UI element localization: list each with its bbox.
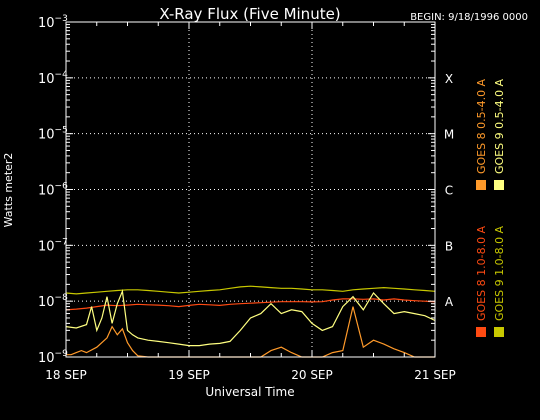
y-tick-base: 10	[38, 351, 55, 366]
legend-label: GOES 8 1.0-8.0 A	[475, 225, 488, 321]
y-tick-exponent: −8	[55, 293, 69, 303]
series-line-3	[65, 285, 436, 295]
y-tick-exponent: −6	[55, 182, 69, 192]
y-axis-label: Watts meter2	[2, 153, 15, 228]
legend-label: GOES 9 0.5-4.0 A	[493, 78, 506, 174]
legend-label: GOES 8 0.5-4.0 A	[475, 78, 488, 174]
y-tick-base: 10	[38, 72, 55, 87]
legend-swatch	[494, 180, 504, 190]
legend-label: GOES 9 1.0-8.0 A	[493, 225, 506, 321]
legend-swatch	[476, 327, 486, 337]
flare-class-label: A	[445, 295, 454, 309]
y-tick-label: 10−8	[38, 293, 68, 310]
flare-class-label: X	[445, 72, 453, 86]
legend-swatch	[494, 327, 504, 337]
x-tick-label: 20 SEP	[291, 368, 333, 382]
y-tick-label: 10−4	[38, 70, 68, 87]
x-tick-label: 19 SEP	[168, 368, 210, 382]
x-tick-label: 18 SEP	[45, 368, 87, 382]
grid-lines	[66, 22, 435, 357]
y-tick-base: 10	[38, 184, 55, 199]
y-tick-base: 10	[38, 16, 55, 31]
y-tick-base: 10	[38, 128, 55, 143]
y-tick-exponent: −9	[55, 349, 69, 359]
y-tick-exponent: −3	[55, 14, 68, 24]
y-tick-label: 10−3	[38, 14, 68, 31]
chart-title: X-Ray Flux (Five Minute)	[159, 5, 340, 23]
series-line-1	[65, 298, 436, 311]
legend-swatch	[476, 180, 486, 190]
y-tick-exponent: −7	[55, 237, 68, 247]
flare-class-label: C	[445, 184, 453, 198]
x-tick-label: 21 SEP	[414, 368, 456, 382]
y-tick-exponent: −5	[55, 126, 68, 136]
series-line-4	[65, 288, 436, 347]
y-tick-label: 10−7	[38, 237, 68, 254]
y-tick-label: 10−5	[38, 126, 68, 143]
legend: GOES 8 1.0-8.0 A GOES 9 1.0-8.0 A GOES 8 0…	[475, 78, 506, 337]
y-tick-exponent: −4	[55, 70, 69, 80]
y-tick-label: 10−9	[38, 349, 68, 366]
x-axis-label: Universal Time	[205, 385, 294, 399]
axis-ticks: 10−310−410−510−610−710−810−918 SEP 19 SEP…	[38, 14, 456, 382]
flare-class-label: B	[445, 239, 453, 253]
begin-date-label: BEGIN: 9/18/1996 0000	[410, 12, 528, 23]
y-tick-base: 10	[38, 239, 55, 254]
y-tick-label: 10−6	[38, 182, 68, 199]
y-tick-base: 10	[38, 295, 55, 310]
flare-class-label: M	[444, 128, 454, 142]
